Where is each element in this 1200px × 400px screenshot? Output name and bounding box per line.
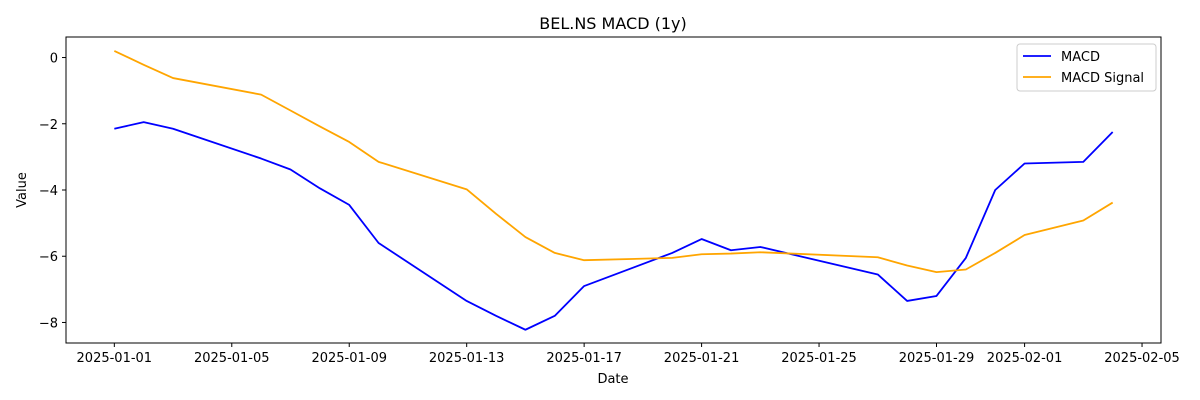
legend-label: MACD Signal: [1061, 71, 1144, 86]
x-axis-label: Date: [597, 372, 628, 387]
legend-label: MACD: [1061, 50, 1100, 65]
y-tick-label: −8: [39, 316, 58, 331]
legend-box: [1016, 43, 1157, 92]
plot-frame: [65, 36, 1162, 344]
series-line-macd-signal: [113, 50, 1114, 274]
x-tick-label: 2025-01-21: [664, 351, 740, 366]
chart-title: BEL.NS MACD (1y): [539, 14, 686, 33]
y-tick-label: −2: [39, 118, 58, 133]
x-tick-label: 2025-02-05: [1104, 351, 1180, 366]
y-tick-label: −4: [39, 184, 58, 199]
y-tick-label: −6: [39, 250, 58, 265]
x-tick-label: 2025-02-01: [987, 351, 1063, 366]
x-tick-label: 2025-01-05: [194, 351, 270, 366]
y-axis-ticks: 0 −2 −4 −6 −8: [39, 52, 66, 331]
legend: MACD MACD Signal: [1016, 43, 1157, 92]
y-tick-label: 0: [50, 52, 58, 67]
x-axis-ticks: 2025-01-01 2025-01-05 2025-01-09 2025-01-13…: [77, 343, 1180, 366]
x-tick-label: 2025-01-17: [546, 351, 622, 366]
y-axis-label: Value: [15, 172, 30, 208]
x-tick-label: 2025-01-09: [311, 351, 387, 366]
x-tick-label: 2025-01-25: [781, 351, 857, 366]
plot-lines: [113, 50, 1114, 331]
x-tick-label: 2025-01-29: [899, 351, 975, 366]
x-tick-label: 2025-01-01: [77, 351, 153, 366]
x-tick-label: 2025-01-13: [429, 351, 505, 366]
series-line-macd: [114, 121, 1114, 331]
